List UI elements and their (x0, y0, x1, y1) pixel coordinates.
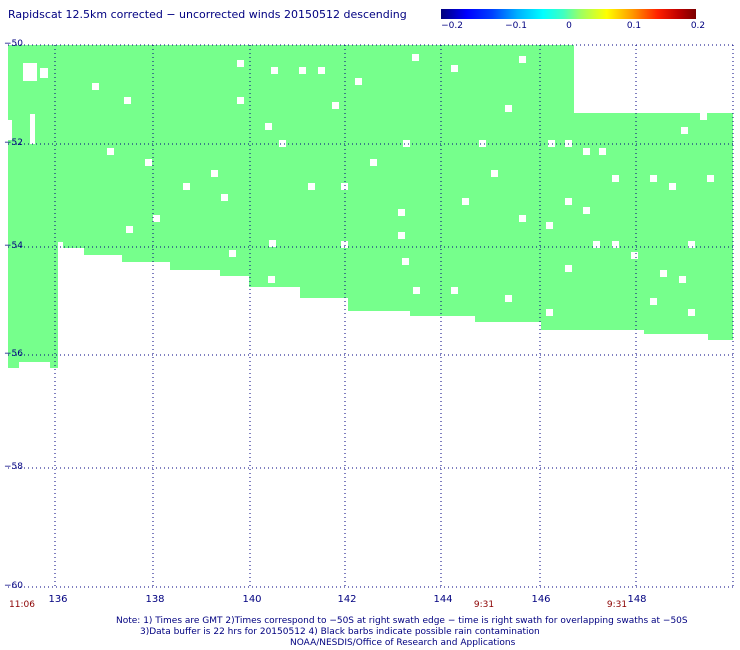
time-label-1: 11:06 (9, 600, 35, 610)
lon-label-148: 148 (627, 594, 647, 605)
colorbar-label-pos: 0.1 (626, 21, 642, 31)
lat-label-60: −60 (4, 581, 23, 591)
lon-label-146: 146 (531, 594, 551, 605)
lon-label-140: 140 (242, 594, 262, 605)
colorbar-label-max: 0.2 (690, 21, 706, 31)
lat-lon-grid (8, 44, 734, 588)
lat-label-50: −50 (4, 39, 23, 49)
colorbar-label-zero: 0 (566, 21, 572, 31)
note-line-3: NOAA/NESDIS/Office of Research and Appli… (290, 638, 516, 648)
time-label-3: 9:31 (606, 600, 628, 610)
note-line-2: 3)Data buffer is 22 hrs for 20150512 4) … (140, 627, 540, 637)
note-line-1: Note: 1) Times are GMT 2)Times correspon… (116, 616, 688, 626)
swath-gaps (8, 45, 733, 316)
swath-polygon (8, 45, 733, 368)
lon-label-144: 144 (433, 594, 453, 605)
lon-label-138: 138 (145, 594, 165, 605)
lat-label-54: −54 (4, 241, 23, 251)
time-label-2: 9:31 (473, 600, 495, 610)
colorbar-label-neg: −0.1 (505, 21, 527, 31)
lon-label-136: 136 (48, 594, 68, 605)
lat-label-58: −58 (4, 462, 23, 472)
colorbar (441, 9, 696, 19)
lon-label-142: 142 (337, 594, 357, 605)
lat-label-56: −56 (4, 349, 23, 359)
lat-label-52: −52 (4, 138, 23, 148)
colorbar-label-min: −0.2 (441, 21, 463, 31)
map-title: Rapidscat 12.5km corrected − uncorrected… (8, 8, 407, 21)
swath-fill (8, 45, 733, 368)
